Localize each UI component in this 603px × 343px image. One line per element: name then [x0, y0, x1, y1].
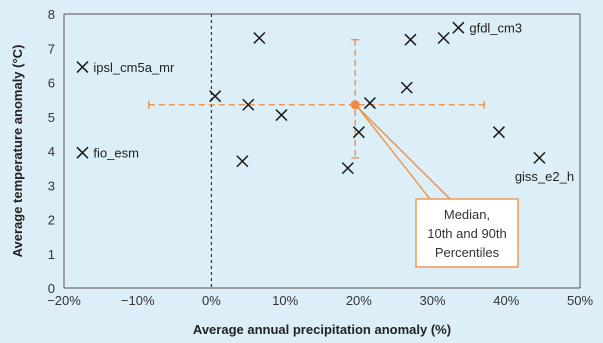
point-label: fio_esm — [93, 146, 139, 161]
median-percentiles — [148, 39, 485, 159]
data-point — [352, 126, 365, 139]
x-tick-label: −20% — [47, 293, 81, 308]
data-point — [492, 126, 505, 139]
callout-box — [415, 198, 519, 268]
x-tick-label: 30% — [420, 293, 446, 308]
x-axis-title: Average annual precipitation anomaly (%) — [193, 322, 451, 337]
data-point — [533, 151, 546, 164]
data-point — [275, 109, 288, 122]
y-axis-title: Average temperature anomaly (°C) — [10, 45, 25, 258]
data-point — [209, 90, 222, 103]
callout-line-3: Percentiles — [435, 245, 500, 260]
callout-line-1: Median, — [444, 207, 490, 222]
median-callout: Median, 10th and 90th Percentiles — [357, 107, 519, 268]
x-tick-label: 10% — [272, 293, 298, 308]
data-point — [400, 81, 413, 94]
data-point — [242, 98, 255, 111]
x-tick-label: 20% — [346, 293, 372, 308]
y-tick-label: 2 — [48, 213, 55, 228]
data-point — [437, 31, 450, 45]
point-label: giss_e2_h — [515, 169, 574, 184]
x-tick-label: 40% — [493, 293, 519, 308]
y-tick-label: 1 — [48, 247, 55, 262]
x-tick-label: 50% — [567, 293, 593, 308]
median-marker — [350, 100, 360, 110]
y-tick-label: 6 — [48, 76, 55, 91]
y-tick-label: 3 — [48, 178, 55, 193]
data-point — [76, 146, 89, 159]
tick-labels: −20% −10% 0% 10% 20% 30% 40% 50% 0 1 2 3 4 5 6 7 8 — [47, 7, 593, 308]
data-point — [452, 21, 465, 34]
y-tick-label: 8 — [48, 7, 55, 22]
y-tick-label: 4 — [48, 144, 55, 159]
point-label: ipsl_cm5a_mr — [93, 60, 175, 75]
data-point — [404, 33, 417, 46]
data-points: ipsl_cm5a_mr fio_esm gfdl_cm3 giss_e2_h — [76, 21, 574, 184]
callout-line-2: 10th and 90th — [427, 226, 507, 241]
y-tick-label: 7 — [48, 41, 55, 56]
data-point — [76, 61, 89, 74]
axes — [63, 13, 581, 289]
data-point — [253, 31, 266, 45]
data-point — [363, 97, 376, 110]
point-label: gfdl_cm3 — [469, 21, 522, 36]
data-point — [236, 155, 249, 168]
x-tick-label: −10% — [121, 293, 155, 308]
y-tick-label: 0 — [48, 281, 55, 296]
y-tick-label: 5 — [48, 110, 55, 125]
x-tick-label: 0% — [202, 293, 221, 308]
data-point — [341, 162, 354, 175]
callout-pointer — [357, 107, 451, 200]
